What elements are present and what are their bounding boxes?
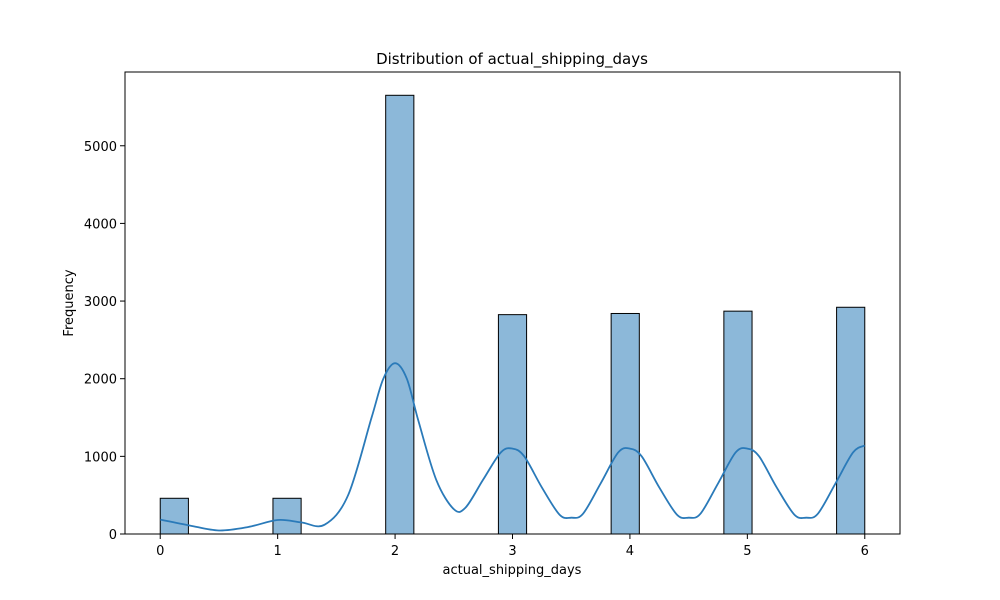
histogram-bar-6: [836, 306, 866, 535]
x-tick-label-5: 5: [743, 544, 751, 559]
y-tick-label-5000: 5000: [84, 140, 117, 155]
x-tick-label-1: 1: [274, 544, 282, 559]
y-axis: 0 1000 2000 3000 4000 5000: [84, 140, 125, 543]
histogram-bar-4: [610, 312, 640, 535]
x-axis-label: actual_shipping_days: [443, 563, 582, 578]
x-tick-label-0: 0: [156, 544, 164, 559]
y-tick-label-3000: 3000: [84, 295, 117, 310]
histogram-bar-0: [159, 497, 189, 535]
y-tick-label-4000: 4000: [84, 217, 117, 232]
y-tick-label-0: 0: [109, 528, 117, 543]
bars-group: [159, 94, 866, 535]
x-tick-label-2: 2: [391, 544, 399, 559]
y-axis-label: Frequency: [62, 269, 77, 336]
histogram-bar-5: [723, 310, 753, 535]
x-tick-label-6: 6: [861, 544, 869, 559]
x-axis: 0 1 2 3 4 5 6: [156, 534, 869, 559]
histogram-bar-1: [272, 497, 302, 535]
x-tick-label-3: 3: [508, 544, 516, 559]
histogram-bar-2: [385, 94, 415, 535]
y-tick-label-1000: 1000: [84, 450, 117, 465]
kde-curve: [160, 362, 866, 532]
histogram-bar-3: [497, 314, 528, 535]
chart-title: Distribution of actual_shipping_days: [376, 50, 648, 69]
y-tick-label-2000: 2000: [84, 373, 117, 388]
x-tick-label-4: 4: [626, 544, 634, 559]
